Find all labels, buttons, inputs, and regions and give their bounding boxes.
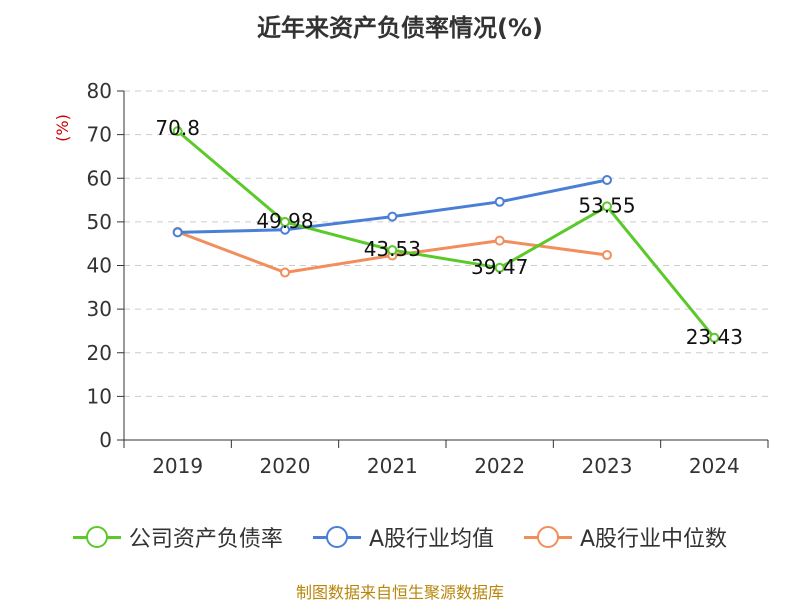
legend-item[interactable]: 公司资产负债率	[72, 520, 283, 554]
legend-item[interactable]: A股行业中位数	[524, 520, 727, 554]
data-point	[280, 216, 290, 227]
series-line	[177, 178, 608, 234]
data-point	[494, 262, 505, 273]
data-label: 39.47	[471, 255, 528, 279]
data-label: 23.43	[686, 325, 743, 349]
data-label: 70.8	[155, 116, 200, 140]
series-line	[176, 129, 716, 339]
data-label: 49.98	[256, 209, 313, 233]
legend-swatch-icon	[524, 522, 572, 552]
legend-swatch-icon	[72, 522, 121, 552]
x-tick-label: 2022	[474, 454, 525, 478]
series-layer	[172, 126, 720, 343]
chart-title: 近年来资产负债率情况(%)	[257, 14, 543, 42]
data-point	[387, 211, 398, 222]
data-point	[602, 201, 612, 212]
y-tick-label: 30	[87, 297, 112, 321]
data-point	[602, 250, 612, 261]
y-axis-label: (%)	[53, 114, 72, 142]
data-point	[172, 126, 183, 137]
data-point	[172, 227, 183, 238]
data-label: 43.53	[364, 237, 421, 261]
y-tick-label: 50	[87, 210, 112, 234]
y-tick-label: 60	[87, 166, 112, 190]
legend-swatch-icon	[312, 522, 361, 552]
data-point	[387, 245, 398, 256]
data-point	[709, 332, 720, 343]
legend: 公司资产负债率 A股行业均值 A股行业中位数	[0, 520, 800, 554]
source-note: 制图数据来自恒生聚源数据库	[295, 583, 504, 602]
axis-layer: 0 10 20 30 40 50 60 70 80 2019 2020 2021 2022 2023 202…	[53, 79, 769, 478]
y-tick-label: 0	[99, 428, 112, 452]
x-tick-label: 2023	[582, 454, 633, 478]
data-point	[494, 196, 505, 207]
legend-label: A股行业均值	[368, 527, 494, 552]
x-tick-label: 2021	[367, 454, 418, 478]
data-label: 53.55	[578, 193, 635, 217]
y-tick-label: 80	[87, 79, 112, 103]
legend-item[interactable]: A股行业均值	[312, 520, 494, 554]
data-point	[280, 267, 290, 278]
y-tick-label: 70	[87, 123, 112, 147]
legend-label: 公司资产负债率	[128, 527, 283, 552]
data-point	[602, 174, 612, 185]
data-label-layer: 70.8 49.98 43.53 39.47 53.55 23.43	[155, 116, 743, 349]
x-tick-label: 2020	[260, 454, 311, 478]
x-tick-label: 2024	[689, 454, 740, 478]
x-tick-label: 2019	[152, 454, 203, 478]
grid-layer	[124, 90, 768, 397]
y-tick-label: 20	[87, 341, 112, 365]
data-point	[494, 235, 505, 246]
y-tick-label: 10	[87, 384, 112, 408]
legend-label: A股行业中位数	[580, 527, 728, 552]
y-tick-label: 40	[87, 254, 112, 278]
